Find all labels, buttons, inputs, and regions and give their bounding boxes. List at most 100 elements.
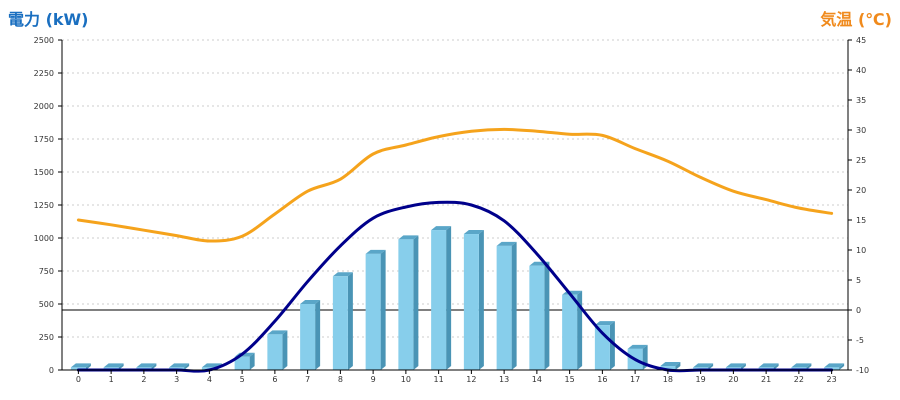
bar-side (511, 241, 517, 370)
bar-top (365, 249, 386, 254)
left-tick-label: 2500 (34, 36, 54, 45)
bar (562, 290, 583, 370)
bar-front (496, 245, 512, 370)
bar-top (496, 241, 517, 246)
bar-front (332, 276, 348, 370)
x-tick-label: 23 (827, 375, 837, 384)
x-tick-label: 9 (371, 375, 376, 384)
x-tick-label: 13 (499, 375, 509, 384)
left-tick-label: 1000 (34, 234, 54, 243)
x-tick-label: 15 (565, 375, 575, 384)
bar-side (413, 235, 419, 370)
x-tick-label: 21 (761, 375, 771, 384)
bar-top (824, 363, 845, 368)
bar-side (282, 330, 288, 370)
right-tick-label: 30 (856, 126, 866, 135)
bar-side (315, 300, 321, 370)
bar-side (806, 363, 812, 370)
x-tick-label: 22 (794, 375, 804, 384)
bar-side (184, 363, 190, 370)
bar (660, 362, 681, 370)
left-tick-label: 1750 (34, 135, 54, 144)
bar (267, 330, 288, 370)
power-line (76, 200, 834, 373)
bar-front (234, 356, 250, 370)
left-tick-label: 250 (39, 333, 54, 342)
bar (234, 352, 255, 370)
right-tick-label: 35 (856, 96, 866, 105)
bar-top (431, 226, 452, 231)
bar-side (478, 230, 484, 370)
bar-side (380, 249, 386, 370)
bar-front (660, 366, 676, 370)
bar-side (544, 261, 550, 370)
bar-front (300, 304, 316, 370)
right-axis-title: 気温 (℃) (820, 10, 892, 29)
x-tick-label: 10 (401, 375, 411, 384)
bar-top (758, 363, 779, 368)
bar (365, 249, 386, 370)
x-tick-label: 2 (141, 375, 146, 384)
bar-side (708, 363, 714, 370)
bar-side (577, 290, 583, 370)
x-tick-label: 20 (728, 375, 738, 384)
right-tick-label: -10 (856, 366, 869, 375)
bar-top (725, 363, 746, 368)
x-tick-label: 4 (207, 375, 212, 384)
left-tick-label: 1250 (34, 201, 54, 210)
x-tick-label: 12 (466, 375, 476, 384)
bar (496, 241, 517, 370)
bar-top (693, 363, 714, 368)
x-tick-label: 11 (434, 375, 444, 384)
left-tick-label: 2250 (34, 69, 54, 78)
right-tick-label: 0 (856, 306, 861, 315)
bar-side (609, 321, 615, 370)
bar-front (431, 230, 447, 370)
bar-top (267, 330, 288, 335)
left-tick-label: 1500 (34, 168, 54, 177)
bar-top (594, 321, 615, 326)
bar (332, 272, 353, 370)
bar-front (562, 294, 578, 370)
bar-front (463, 234, 479, 370)
bar-top (463, 230, 484, 235)
x-tick-label: 7 (305, 375, 310, 384)
left-tick-label: 0 (49, 366, 54, 375)
right-tick-label: -5 (856, 336, 864, 345)
bar (529, 261, 550, 370)
left-tick-label: 500 (39, 300, 54, 309)
x-tick-label: 6 (272, 375, 277, 384)
bar-front (267, 334, 283, 370)
bar-top (300, 300, 321, 304)
bar-side (118, 363, 124, 370)
right-tick-label: 10 (856, 246, 866, 255)
bar-front (529, 265, 545, 370)
bar (463, 230, 484, 370)
bar-top (660, 362, 681, 367)
x-tick-label: 0 (76, 375, 81, 384)
bar-side (839, 363, 845, 370)
x-tick-label: 17 (630, 375, 640, 384)
x-tick-label: 18 (663, 375, 673, 384)
right-tick-label: 5 (856, 276, 861, 285)
bar-side (740, 363, 746, 370)
left-tick-label: 750 (39, 267, 54, 276)
bar-top (169, 363, 190, 368)
x-tick-label: 1 (109, 375, 114, 384)
bar (300, 300, 321, 370)
bar-top (398, 235, 419, 240)
bar-side (773, 363, 779, 370)
bar-side (151, 363, 157, 370)
bar-top (103, 363, 124, 368)
left-tick-label: 2000 (34, 102, 54, 111)
left-axis-title: 電力 (kW) (8, 10, 89, 29)
bar-side (347, 272, 353, 370)
x-tick-label: 19 (696, 375, 706, 384)
bar (431, 226, 452, 370)
right-tick-label: 20 (856, 186, 866, 195)
bar-side (85, 363, 91, 370)
right-tick-label: 25 (856, 156, 866, 165)
bar-side (446, 226, 452, 370)
bar-top (791, 363, 812, 368)
